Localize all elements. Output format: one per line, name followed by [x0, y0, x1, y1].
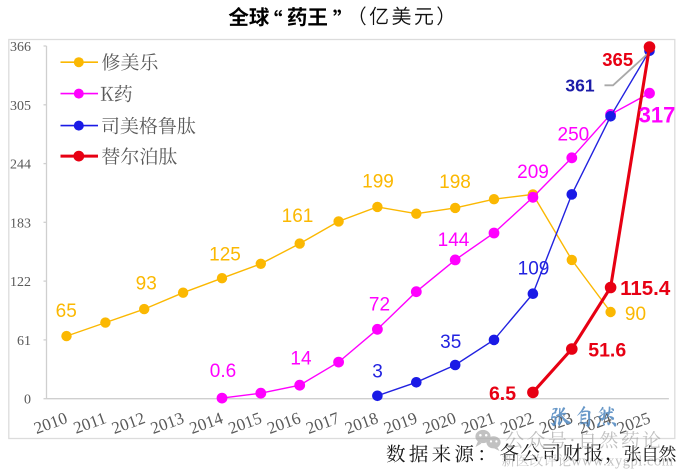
svg-text:244: 244	[10, 158, 31, 173]
svg-text:0.6: 0.6	[210, 361, 236, 382]
svg-text:35: 35	[440, 332, 461, 353]
svg-text:3: 3	[372, 361, 383, 382]
svg-text:198: 198	[439, 172, 471, 193]
svg-text:199: 199	[362, 171, 394, 192]
svg-text:72: 72	[369, 294, 390, 315]
svg-text:www.xygpl.com: www.xygpl.com	[571, 454, 674, 469]
svg-text:361: 361	[565, 76, 594, 96]
svg-text:209: 209	[517, 162, 549, 183]
svg-text:161: 161	[282, 206, 314, 227]
svg-text:6.5: 6.5	[489, 383, 516, 405]
svg-text:93: 93	[136, 273, 157, 294]
svg-text:317: 317	[639, 102, 676, 127]
svg-text:125: 125	[209, 244, 241, 265]
svg-text:115.4: 115.4	[620, 277, 671, 300]
svg-text:365: 365	[602, 49, 633, 70]
svg-text:109: 109	[518, 259, 550, 280]
svg-text:51.6: 51.6	[588, 340, 626, 362]
svg-text:0: 0	[24, 393, 31, 408]
svg-text:122: 122	[10, 275, 31, 290]
svg-text:144: 144	[438, 230, 470, 251]
svg-text:366: 366	[10, 40, 31, 55]
svg-text:90: 90	[625, 304, 646, 325]
svg-text:14: 14	[290, 348, 312, 369]
svg-text:250: 250	[558, 124, 590, 145]
svg-text:183: 183	[10, 216, 31, 231]
svg-text:61: 61	[17, 334, 31, 349]
svg-text:305: 305	[10, 99, 31, 114]
svg-text:65: 65	[56, 301, 77, 322]
